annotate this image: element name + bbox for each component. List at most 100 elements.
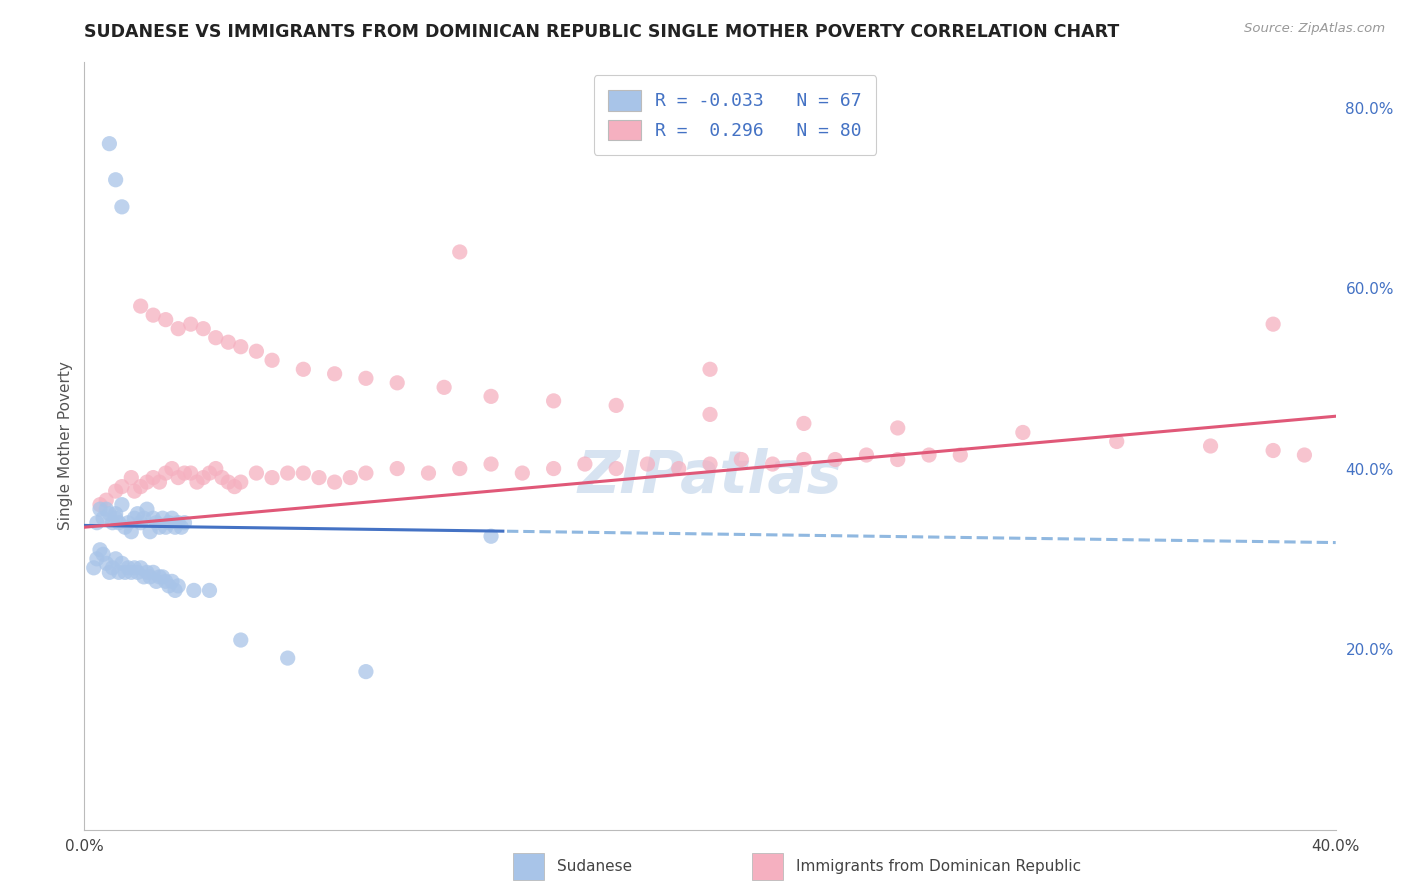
Point	[117, 516, 139, 530]
Point	[1105, 434, 1128, 449]
Point	[479, 529, 502, 543]
Point	[605, 461, 627, 475]
Point	[86, 516, 108, 530]
Point	[139, 524, 162, 539]
Point	[117, 561, 139, 575]
Point	[204, 331, 226, 345]
Point	[308, 470, 330, 484]
Point	[543, 461, 565, 475]
Point	[887, 421, 910, 435]
Point	[198, 583, 221, 598]
Text: Immigrants from Dominican Republic: Immigrants from Dominican Republic	[796, 859, 1081, 873]
Point	[167, 321, 190, 335]
Point	[111, 480, 134, 494]
Point	[142, 566, 165, 580]
Point	[385, 461, 409, 475]
Point	[1263, 317, 1285, 331]
Point	[111, 200, 134, 214]
Point	[245, 344, 267, 359]
Text: Source: ZipAtlas.com: Source: ZipAtlas.com	[1244, 22, 1385, 36]
Point	[129, 480, 152, 494]
Point	[91, 547, 114, 561]
Point	[180, 317, 202, 331]
Point	[96, 557, 118, 571]
Point	[104, 484, 127, 499]
Point	[86, 551, 108, 566]
Point	[129, 299, 152, 313]
Point	[180, 466, 202, 480]
Point	[217, 335, 239, 350]
Point	[433, 380, 456, 394]
Point	[887, 452, 910, 467]
Point	[101, 561, 124, 575]
Point	[193, 470, 215, 484]
Point	[354, 371, 377, 385]
Point	[637, 457, 659, 471]
Point	[127, 566, 149, 580]
Text: ZIPatlas: ZIPatlas	[578, 448, 842, 505]
Point	[155, 520, 177, 534]
Point	[793, 452, 815, 467]
Point	[157, 579, 180, 593]
Point	[605, 398, 627, 412]
Point	[132, 570, 155, 584]
Point	[193, 321, 215, 335]
Point	[96, 502, 118, 516]
Point	[170, 520, 193, 534]
Point	[292, 466, 315, 480]
Point	[1294, 448, 1316, 462]
Point	[107, 516, 129, 530]
Point	[160, 461, 183, 475]
Point	[145, 574, 167, 589]
Point	[89, 542, 111, 557]
Point	[217, 475, 239, 489]
Point	[574, 457, 596, 471]
Point	[101, 516, 124, 530]
Point	[730, 452, 752, 467]
Point	[120, 470, 142, 484]
Point	[107, 566, 129, 580]
Point	[148, 570, 170, 584]
Point	[89, 502, 111, 516]
Point	[148, 475, 170, 489]
Point	[354, 665, 377, 679]
Point	[277, 466, 299, 480]
Point	[245, 466, 267, 480]
Point	[1263, 443, 1285, 458]
Point	[104, 511, 127, 525]
Point	[699, 362, 721, 376]
Point	[124, 561, 146, 575]
Text: Sudanese: Sudanese	[557, 859, 631, 873]
Point	[120, 524, 142, 539]
Point	[145, 516, 167, 530]
Point	[762, 457, 785, 471]
Point	[142, 470, 165, 484]
Point	[160, 574, 183, 589]
Point	[167, 470, 190, 484]
Point	[449, 244, 471, 259]
Point	[136, 566, 159, 580]
Point	[512, 466, 534, 480]
Point	[262, 470, 284, 484]
Point	[136, 475, 159, 489]
Point	[418, 466, 440, 480]
Point	[479, 457, 502, 471]
Point	[183, 583, 205, 598]
Point	[449, 461, 471, 475]
Point	[124, 484, 146, 499]
Point	[155, 312, 177, 326]
Point	[129, 561, 152, 575]
Point	[699, 408, 721, 422]
Point	[89, 498, 111, 512]
Point	[918, 448, 941, 462]
Point	[98, 136, 121, 151]
Point	[111, 498, 134, 512]
Point	[83, 561, 105, 575]
Point	[229, 340, 252, 354]
Point	[385, 376, 409, 390]
Point	[104, 551, 127, 566]
Point	[160, 511, 183, 525]
Point	[114, 566, 136, 580]
Point	[155, 466, 177, 480]
Point	[211, 470, 233, 484]
